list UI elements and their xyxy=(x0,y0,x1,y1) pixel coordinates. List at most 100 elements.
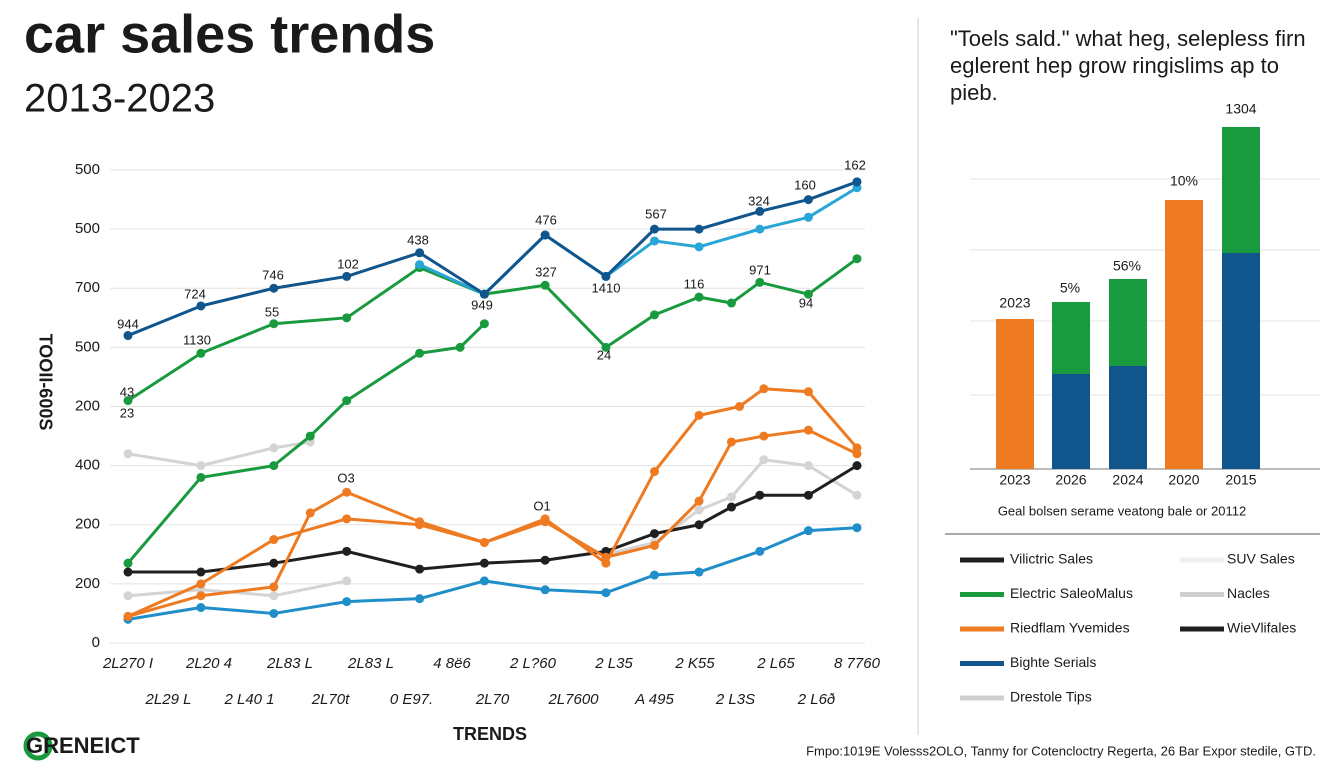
point xyxy=(650,236,659,246)
point xyxy=(342,514,352,524)
legend-label: WieVlifales xyxy=(1227,620,1296,636)
point xyxy=(755,546,765,556)
point xyxy=(269,283,279,293)
data-label: 1130 xyxy=(183,332,211,347)
point xyxy=(479,289,489,299)
y-tick-label: 0 xyxy=(92,634,100,651)
point xyxy=(415,260,425,270)
point xyxy=(342,576,352,586)
point xyxy=(196,348,206,358)
point xyxy=(196,579,206,589)
point xyxy=(540,517,550,527)
point xyxy=(601,588,611,598)
point xyxy=(803,461,813,471)
point xyxy=(123,611,133,621)
point xyxy=(735,402,745,411)
point xyxy=(455,342,465,352)
line xyxy=(127,579,347,598)
point xyxy=(601,271,611,281)
x-tick-label: 2L29 L xyxy=(145,691,192,708)
point xyxy=(601,342,611,352)
point xyxy=(269,558,279,568)
y-tick-label: 200 xyxy=(75,397,100,414)
point xyxy=(803,490,813,500)
point xyxy=(755,490,765,500)
point xyxy=(694,520,704,530)
data-label: 5% xyxy=(1060,280,1080,296)
point xyxy=(755,224,765,234)
point xyxy=(726,437,736,447)
y-tick-label: 700 xyxy=(75,279,100,296)
point xyxy=(852,177,862,187)
bar-title: pieb. xyxy=(950,80,998,105)
data-label: 162 xyxy=(844,157,866,172)
point xyxy=(479,576,489,586)
point xyxy=(269,461,279,471)
x-tick-label: 2 L6ð xyxy=(797,691,836,708)
bar xyxy=(1052,302,1090,374)
legend-label: Riedflam Yvemides xyxy=(1010,620,1130,636)
bar xyxy=(1222,127,1260,253)
point xyxy=(650,529,659,539)
x-tick-label: 2015 xyxy=(1225,472,1256,488)
x-tick-label: 2024 xyxy=(1112,472,1143,488)
x-tick-label: 2L83 L xyxy=(266,655,313,672)
data-label: 949 xyxy=(471,297,493,312)
data-label: 102 xyxy=(337,256,359,271)
point xyxy=(650,540,659,550)
point xyxy=(694,410,704,420)
data-label: 944 xyxy=(117,316,139,331)
brand: GRENEICT xyxy=(26,733,140,758)
data-label: 971 xyxy=(749,262,771,277)
point xyxy=(540,555,550,565)
data-label: 1304 xyxy=(1225,101,1256,117)
data-label: 55 xyxy=(265,304,279,319)
x-tick-label: 2 L65 xyxy=(756,655,795,672)
point xyxy=(803,425,813,435)
point xyxy=(852,523,862,533)
x-tick-label: 4 8ë6 xyxy=(433,655,471,672)
point xyxy=(479,558,489,568)
data-label: 1410 xyxy=(592,280,621,295)
legend-label: Bighte Serials xyxy=(1010,654,1096,670)
point xyxy=(650,467,659,477)
legend-label: SUV Sales xyxy=(1227,551,1295,567)
point xyxy=(196,461,206,471)
line xyxy=(127,257,858,402)
point xyxy=(123,331,133,341)
x-tick-label: A 495 xyxy=(634,691,674,708)
y-tick-label: 500 xyxy=(75,161,100,178)
data-label: 116 xyxy=(684,276,705,291)
line xyxy=(127,526,858,621)
x-tick-label: 2L83 L xyxy=(347,655,394,672)
y-tick-label: 400 xyxy=(75,457,100,474)
source: Fmpo:1019E Volesss2OLO, Tanmy for Cotenc… xyxy=(806,743,1316,758)
bar xyxy=(1109,366,1147,469)
data-label: 724 xyxy=(184,286,206,301)
point xyxy=(540,230,550,240)
point xyxy=(123,591,133,601)
point xyxy=(694,505,704,515)
point xyxy=(650,570,659,580)
x-tick-label: 2023 xyxy=(999,472,1030,488)
point xyxy=(650,224,659,234)
point xyxy=(196,603,206,613)
bar xyxy=(1052,374,1090,469)
point xyxy=(803,526,813,536)
title: car sales trends xyxy=(24,4,435,64)
point xyxy=(852,449,862,459)
point xyxy=(694,567,704,577)
x-tick-label: 2 L?60 xyxy=(509,655,557,672)
x-tick-label: 2L270 I xyxy=(102,655,153,672)
data-label: 56% xyxy=(1113,258,1141,274)
point xyxy=(479,319,489,329)
data-label: 567 xyxy=(645,206,667,221)
point xyxy=(726,502,736,512)
point xyxy=(759,431,769,441)
point xyxy=(269,319,279,329)
point xyxy=(759,384,769,394)
point xyxy=(196,472,206,482)
x-tick-label: 2L20 4 xyxy=(185,655,232,672)
line xyxy=(127,440,311,468)
logo-icon xyxy=(23,731,53,761)
